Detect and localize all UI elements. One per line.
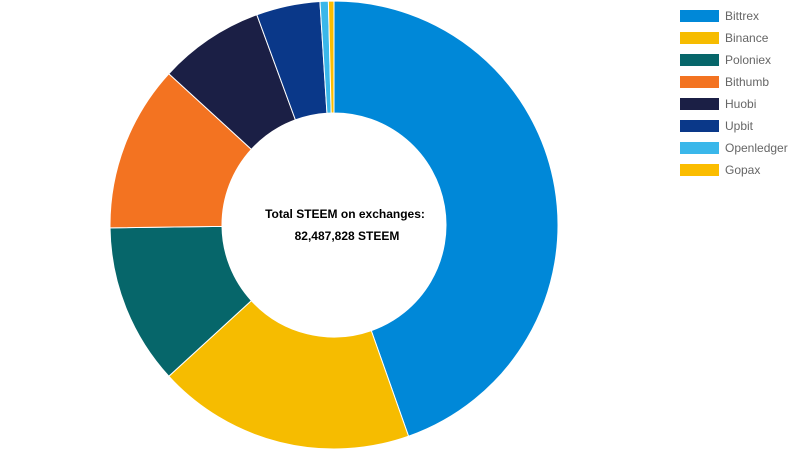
- legend-label-gopax: Gopax: [725, 163, 760, 177]
- legend-item-binance[interactable]: Binance: [680, 31, 769, 45]
- legend-label-openledger: Openledger: [725, 141, 788, 155]
- legend-label-bittrex: Bittrex: [725, 9, 759, 23]
- legend-item-upbit[interactable]: Upbit: [680, 119, 754, 133]
- center-label-total-value: 82,487,828 STEEM: [295, 229, 400, 243]
- legend-item-huobi[interactable]: Huobi: [680, 97, 756, 111]
- legend-swatch-binance: [680, 32, 719, 44]
- legend-swatch-poloniex: [680, 54, 719, 66]
- legend-item-gopax[interactable]: Gopax: [680, 163, 760, 177]
- legend-swatch-bithumb: [680, 76, 719, 88]
- slice-gopax[interactable]: [327, 0, 335, 114]
- legend-label-huobi: Huobi: [725, 97, 756, 111]
- center-label-total-title: Total STEEM on exchanges:: [265, 207, 425, 221]
- legend-item-openledger[interactable]: Openledger: [680, 141, 788, 155]
- legend-item-bithumb[interactable]: Bithumb: [680, 75, 769, 89]
- legend: Bittrex Binance Poloniex Bithumb Huobi Upbit O…: [680, 9, 788, 177]
- legend-label-binance: Binance: [725, 31, 769, 45]
- legend-swatch-upbit: [680, 120, 719, 132]
- legend-label-upbit: Upbit: [725, 119, 754, 133]
- slice-binance[interactable]: [168, 299, 410, 450]
- legend-swatch-bittrex: [680, 10, 719, 22]
- legend-label-poloniex: Poloniex: [725, 53, 771, 67]
- legend-item-poloniex[interactable]: Poloniex: [680, 53, 771, 67]
- legend-swatch-huobi: [680, 98, 719, 110]
- legend-label-bithumb: Bithumb: [725, 75, 769, 89]
- doughnut-slices: [109, 0, 559, 450]
- legend-swatch-gopax: [680, 164, 719, 176]
- legend-swatch-openledger: [680, 142, 719, 154]
- legend-item-bittrex[interactable]: Bittrex: [680, 9, 759, 23]
- slice-bittrex[interactable]: [333, 0, 559, 437]
